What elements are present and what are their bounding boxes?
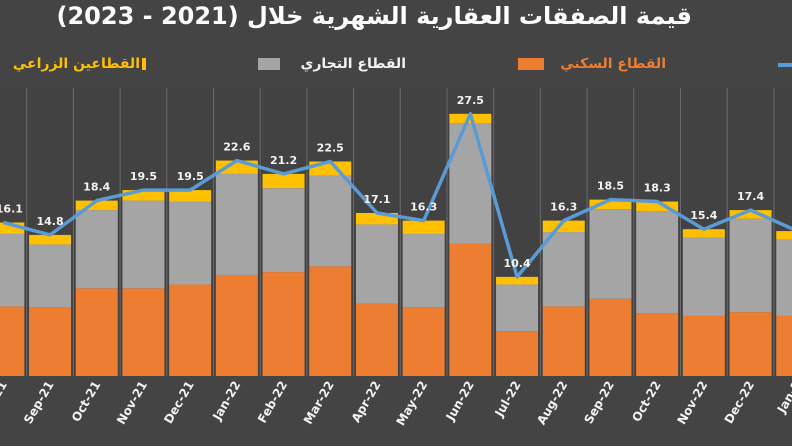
- bar-segment-2: [776, 239, 792, 316]
- bar-segment-3: [542, 220, 585, 233]
- bar-segment-2: [542, 232, 585, 307]
- data-label: 16.3: [550, 201, 577, 214]
- bar-segment-1: [682, 315, 725, 376]
- legend-swatch-1: [142, 58, 146, 70]
- chart-title: قيمة الصفقات العقارية الشهرية خلال (2021…: [56, 2, 693, 30]
- data-label: 27.5: [457, 94, 484, 107]
- data-label: 10.4: [503, 257, 530, 270]
- x-tick-label: Oct-22: [629, 379, 663, 425]
- x-tick-label: Dec-22: [722, 379, 758, 427]
- bar-segment-1: [215, 274, 258, 376]
- bar-segment-1: [355, 303, 398, 376]
- bar-segment-3: [636, 201, 679, 212]
- legend-label-1: القطاعين الزراعي: [13, 56, 140, 72]
- bar-segment-2: [309, 175, 352, 267]
- bar-segment-1: [309, 266, 352, 376]
- data-label: 19.5: [130, 170, 157, 183]
- data-label: 21.2: [270, 154, 297, 167]
- bar-segment-1: [449, 243, 492, 376]
- bar-segment-2: [29, 244, 72, 308]
- data-label: 22.5: [317, 142, 344, 155]
- data-label: 16.3: [410, 201, 437, 214]
- bar-segment-1: [262, 272, 305, 376]
- bar-segment-3: [262, 173, 305, 189]
- bar-segment-2: [682, 237, 725, 316]
- bar-segment-1: [542, 306, 585, 376]
- bar-segment-1: [75, 288, 118, 376]
- x-tick-label: Apr-22: [349, 379, 384, 425]
- bar-segment-1: [402, 307, 445, 376]
- bar-segment-1: [122, 288, 165, 376]
- x-tick-label: Nov-21: [114, 379, 150, 427]
- bar-segment-3: [589, 199, 632, 210]
- legend-swatch-2: [258, 58, 280, 70]
- bar-segment-1: [589, 298, 632, 376]
- x-tick-label: Dec-21: [161, 379, 197, 427]
- bar-segment-1: [169, 284, 212, 376]
- bar-segment-1: [29, 307, 72, 376]
- bar-segment-2: [402, 233, 445, 308]
- bar-segment-3: [402, 220, 445, 234]
- legend-label-2: القطاع التجاري: [301, 56, 406, 73]
- x-tick-label: Jul-22: [492, 379, 524, 420]
- bar-segment-3: [75, 200, 118, 211]
- data-label: 16.1: [0, 203, 23, 216]
- legend-swatch-3: [518, 58, 544, 70]
- x-tick-label: Sep-21: [21, 379, 57, 427]
- bar-segment-2: [215, 173, 258, 275]
- x-tick-label: g-21: [0, 379, 10, 412]
- bar-segment-2: [355, 224, 398, 304]
- x-tick-label: Jan-2: [774, 379, 792, 417]
- data-label: 17.4: [737, 190, 764, 203]
- bar-segment-1: [776, 315, 792, 376]
- x-tick-label: Mar-22: [301, 379, 337, 427]
- x-tick-label: May-22: [394, 379, 431, 429]
- bar-segment-1: [496, 331, 539, 376]
- x-tick-label: Feb-22: [255, 379, 290, 426]
- bar-segment-2: [496, 284, 539, 332]
- data-label: 14.8: [36, 215, 63, 228]
- bar-segment-2: [169, 201, 212, 285]
- x-tick-label: Jan-22: [209, 379, 243, 424]
- bar-segment-3: [355, 212, 398, 225]
- x-tick-label: Nov-22: [674, 379, 710, 427]
- x-tick-label: Aug-22: [534, 379, 570, 428]
- bar-segment-3: [0, 222, 25, 234]
- bar-segment-1: [0, 306, 25, 376]
- x-tick-label: Oct-21: [69, 379, 103, 425]
- bar-segment-2: [636, 211, 679, 314]
- bar-segment-2: [729, 218, 772, 313]
- x-tick-label: Sep-22: [581, 379, 617, 427]
- bar-segment-3: [169, 190, 212, 202]
- bar-segment-3: [729, 210, 772, 219]
- bar-segment-1: [729, 312, 772, 376]
- bar-segment-2: [122, 200, 165, 289]
- data-label: 17.1: [363, 193, 390, 206]
- legend-label-3: القطاع السكني: [560, 56, 666, 72]
- bar-segment-3: [682, 229, 725, 238]
- data-label: 19.5: [177, 170, 204, 183]
- bar-segment-3: [122, 190, 165, 201]
- data-label: 18.3: [644, 182, 671, 195]
- total-line: [2, 112, 792, 279]
- bar-segment-2: [262, 188, 305, 273]
- bar-segment-2: [449, 123, 492, 244]
- data-label: 15.4: [690, 209, 717, 222]
- bar-segment-3: [29, 234, 72, 245]
- bar-segment-1: [636, 313, 679, 376]
- x-tick-label: Jun-22: [443, 378, 477, 423]
- bar-segment-3: [496, 276, 539, 285]
- bar-segment-2: [75, 210, 118, 289]
- bar-segment-2: [0, 233, 25, 307]
- bar-segment-2: [589, 209, 632, 299]
- data-label: 22.6: [223, 141, 250, 154]
- data-label: 18.4: [83, 181, 110, 194]
- data-label: 18.5: [597, 180, 624, 193]
- bar-segment-3: [776, 231, 792, 240]
